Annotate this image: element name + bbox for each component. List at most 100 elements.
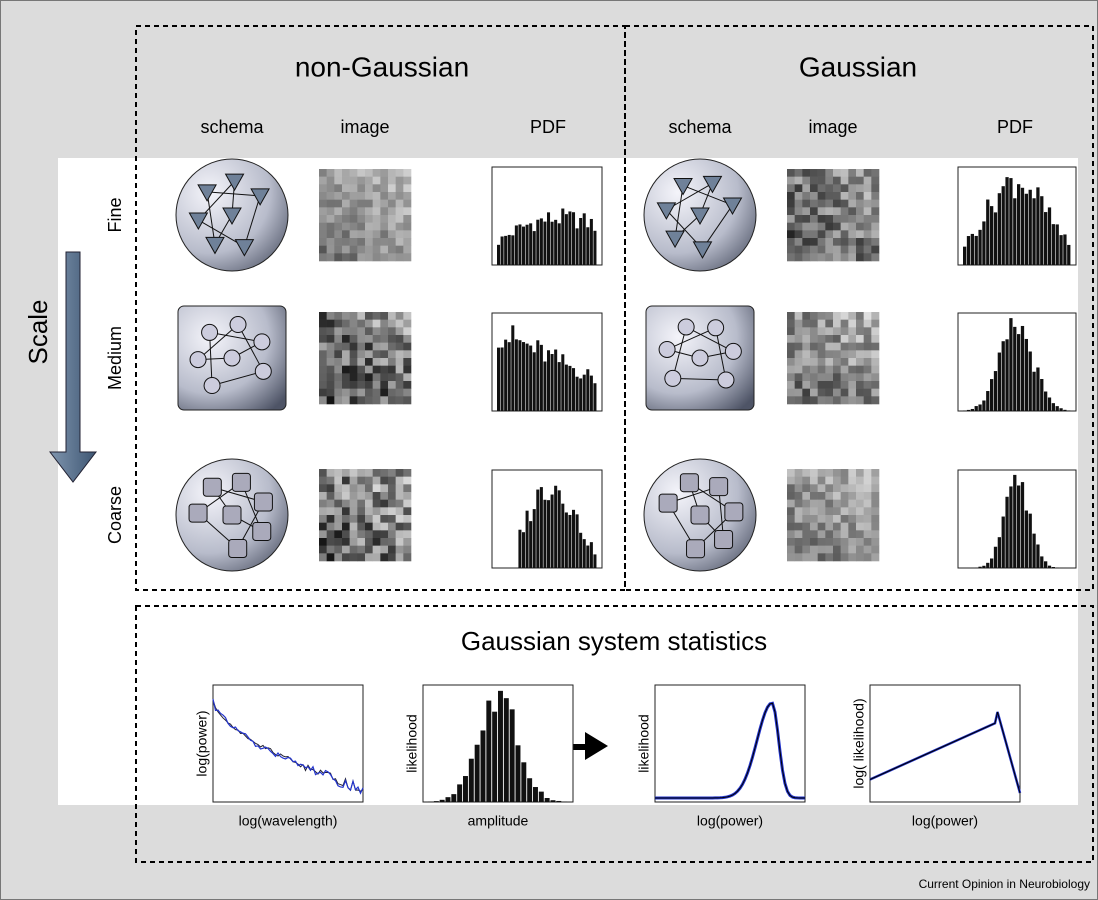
image-pixel xyxy=(795,184,803,192)
schema-node xyxy=(253,522,271,540)
histogram-bar xyxy=(1025,511,1028,568)
schema-node xyxy=(202,324,218,340)
histogram-bar xyxy=(1052,403,1055,411)
image-pixel xyxy=(334,207,342,215)
image-pixel xyxy=(871,312,879,320)
histogram-bar xyxy=(576,514,579,568)
histogram-bar xyxy=(551,354,554,411)
histogram-bar xyxy=(1044,392,1047,411)
image-pixel xyxy=(319,396,327,404)
column-header: PDF xyxy=(997,117,1033,137)
image-pixel xyxy=(373,207,381,215)
histogram-bar xyxy=(545,798,550,802)
histogram-bar xyxy=(457,784,462,802)
image-pixel xyxy=(871,184,879,192)
image-pixel xyxy=(833,350,841,358)
image-pixel xyxy=(327,312,335,320)
image-pixel xyxy=(810,327,818,335)
image-pixel xyxy=(373,500,381,508)
histogram-bar xyxy=(990,206,993,265)
histogram-bar xyxy=(543,362,546,411)
image-pixel xyxy=(342,546,350,554)
image-pixel xyxy=(833,381,841,389)
image-pixel xyxy=(342,469,350,477)
image-pixel xyxy=(864,492,872,500)
image-pixel xyxy=(403,553,411,561)
image-pixel xyxy=(380,215,388,223)
image-pixel xyxy=(818,246,826,254)
image-pixel xyxy=(319,469,327,477)
image-pixel xyxy=(864,223,872,231)
image-pixel xyxy=(871,350,879,358)
image-pixel xyxy=(373,366,381,374)
image-pixel xyxy=(334,230,342,238)
image-pixel xyxy=(818,530,826,538)
schema-node xyxy=(710,478,728,496)
image-pixel xyxy=(795,389,803,397)
image-pixel xyxy=(856,389,864,397)
image-pixel xyxy=(825,373,833,381)
image-pixel xyxy=(848,553,856,561)
image-pixel xyxy=(373,320,381,328)
image-pixel xyxy=(388,192,396,200)
image-pixel xyxy=(365,253,373,261)
histogram-bar xyxy=(543,222,546,265)
schema-node xyxy=(659,494,677,512)
image-pixel xyxy=(327,477,335,485)
image-pixel xyxy=(327,523,335,531)
image-pixel xyxy=(825,327,833,335)
image-pixel xyxy=(864,484,872,492)
image-pixel xyxy=(871,223,879,231)
image-pixel xyxy=(380,335,388,343)
image-pixel xyxy=(841,335,849,343)
image-pixel xyxy=(373,373,381,381)
image-pixel xyxy=(403,223,411,231)
scale-label: Scale xyxy=(23,299,53,364)
image-pixel xyxy=(342,500,350,508)
image-pixel xyxy=(319,215,327,223)
image-pixel xyxy=(327,492,335,500)
image-pixel xyxy=(342,215,350,223)
image-pixel xyxy=(856,230,864,238)
image-pixel xyxy=(319,350,327,358)
image-pixel xyxy=(373,192,381,200)
histogram-bar xyxy=(1056,406,1059,411)
image-pixel xyxy=(787,320,795,328)
image-pixel xyxy=(795,530,803,538)
image-pixel xyxy=(810,389,818,397)
image-pixel xyxy=(403,184,411,192)
image-pixel xyxy=(342,343,350,351)
histogram-bar xyxy=(1017,184,1020,265)
histogram-bar xyxy=(486,701,491,802)
image-pixel xyxy=(334,327,342,335)
histogram-bar xyxy=(511,235,514,265)
image-pixel xyxy=(818,500,826,508)
image-pixel xyxy=(357,366,365,374)
image-pixel xyxy=(350,223,358,231)
image-pixel xyxy=(319,184,327,192)
image-pixel xyxy=(365,169,373,177)
image-pixel xyxy=(825,320,833,328)
histogram-bar xyxy=(994,547,997,568)
image-pixel xyxy=(373,469,381,477)
histogram-bar xyxy=(998,353,1001,411)
image-pixel xyxy=(388,215,396,223)
image-pixel xyxy=(396,335,404,343)
image-pixel xyxy=(871,396,879,404)
image-pixel xyxy=(802,238,810,246)
image-pixel xyxy=(403,389,411,397)
image-pixel xyxy=(802,253,810,261)
histogram-bar xyxy=(1032,534,1035,568)
image-pixel xyxy=(810,546,818,554)
image-pixel xyxy=(864,200,872,208)
image-pixel xyxy=(818,215,826,223)
image-pixel xyxy=(864,192,872,200)
image-pixel xyxy=(848,327,856,335)
image-pixel xyxy=(848,484,856,492)
image-pixel xyxy=(856,515,864,523)
image-pixel xyxy=(350,396,358,404)
image-pixel xyxy=(334,335,342,343)
image-pixel xyxy=(871,507,879,515)
image-pixel xyxy=(787,396,795,404)
image-pixel xyxy=(357,238,365,246)
